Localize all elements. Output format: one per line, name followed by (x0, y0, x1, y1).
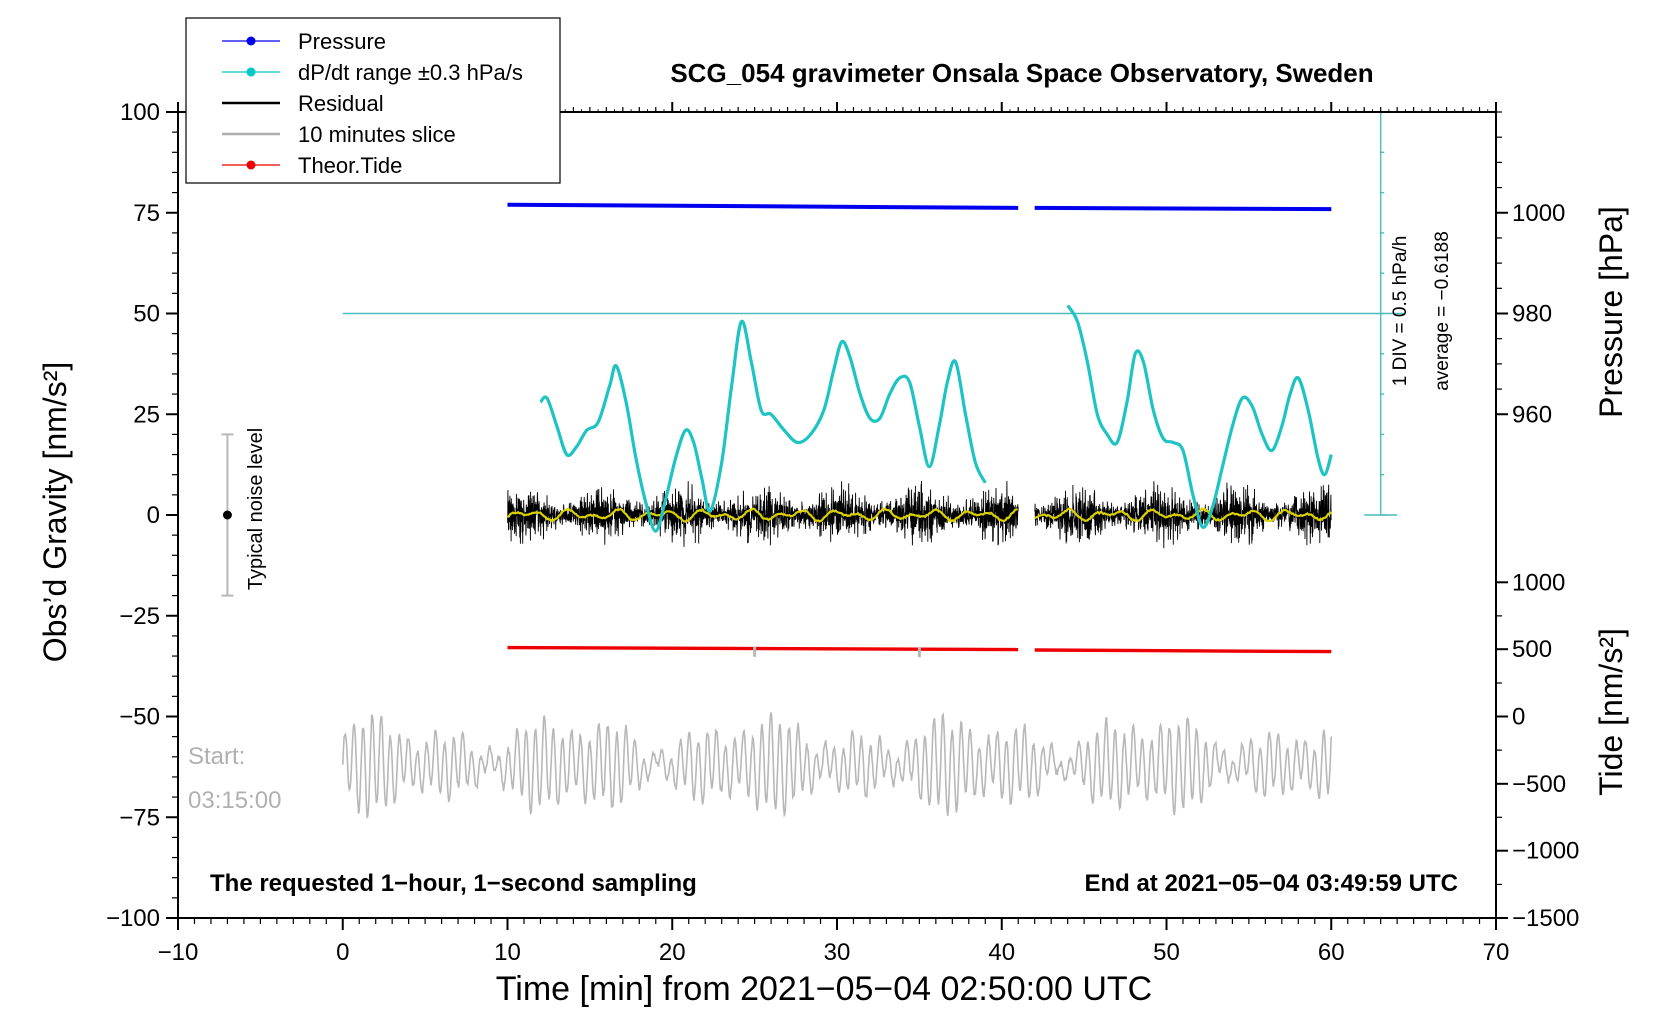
tide-line-0 (507, 645, 1019, 652)
pressure-tick-label: 1000 (1512, 200, 1565, 227)
legend-marker-4 (246, 160, 256, 170)
start-time: 03:15:00 (188, 787, 281, 814)
smoothed-residual-line-0 (507, 507, 1018, 523)
pressure-tick-label: 980 (1512, 301, 1552, 328)
x-tick-label: 0 (336, 939, 349, 966)
pressure-line-1 (1034, 205, 1332, 212)
x-tick-label: 70 (1483, 939, 1510, 966)
y-axis-right: 1000 980 960 1000 500 0 −500 −1000 −1500 (1496, 111, 1579, 932)
y-axis-left-label: Obs’d Gravity [nm/s²] (37, 362, 73, 663)
dpdt-line-1 (1066, 304, 1333, 529)
x-tick-label: 40 (988, 939, 1015, 966)
x-tick-label: 10 (494, 939, 521, 966)
y-axis-tide-label: Tide [nm/s²] (1593, 628, 1629, 796)
tide-tick-label: −1500 (1512, 905, 1579, 932)
legend-marker-0 (246, 36, 256, 46)
tide-tick-label: −500 (1512, 771, 1566, 798)
tide-line-1 (1034, 648, 1332, 654)
y-left-tick-label: 25 (133, 401, 160, 428)
bottom-left-annotation: The requested 1−hour, 1−second sampling (210, 870, 697, 897)
y-left-tick-label: 0 (147, 502, 160, 529)
start-label: Start: (188, 743, 245, 770)
legend-label-3: 10 minutes slice (298, 122, 456, 147)
y-left-tick-label: −25 (119, 603, 160, 630)
legend-label-0: Pressure (298, 29, 386, 54)
x-axis: −10 0 10 20 30 40 50 60 70 (158, 102, 1510, 966)
legend-marker-1 (246, 67, 256, 77)
y-left-tick-label: −75 (119, 804, 160, 831)
x-axis-label: Time [min] from 2021−05−04 02:50:00 UTC (496, 970, 1152, 1008)
smoothed-residual-line-1 (1034, 507, 1333, 523)
chart-title: SCG_054 gravimeter Onsala Space Observat… (670, 58, 1373, 88)
residual-line-0 (507, 480, 1019, 547)
x-tick-label: 60 (1318, 939, 1345, 966)
y-axis-left: 100 75 50 25 0 −25 −50 −75 −100 (106, 99, 178, 932)
pressure-scale-average-label: average = −0.6188 (1432, 231, 1453, 391)
pressure-tick-label: 960 (1512, 401, 1552, 428)
legend-box (185, 17, 561, 184)
annotations (221, 433, 234, 597)
x-tick-label: 30 (824, 939, 851, 966)
tide-tick-label: 0 (1512, 704, 1525, 731)
y-left-tick-label: 100 (120, 99, 160, 126)
y-left-tick-label: −100 (106, 905, 160, 932)
legend-label-4: Theor.Tide (298, 153, 402, 178)
noise-level-point (222, 510, 232, 520)
x-tick-label: 20 (659, 939, 686, 966)
legend-label-1: dP/dt range ±0.3 hPa/s (298, 60, 523, 85)
slice-line-0 (342, 711, 1332, 820)
legend-label-2: Residual (298, 91, 384, 116)
y-left-tick-label: −50 (119, 704, 160, 731)
dpdt-line-0 (539, 319, 987, 533)
residual-line-1 (1034, 481, 1332, 549)
tide-tick-label: 1000 (1512, 569, 1565, 596)
series-layer (342, 111, 1406, 820)
legend: Pressure dP/dt range ±0.3 hPa/s Residual 10… (185, 17, 561, 184)
pressure-line-0 (507, 202, 1019, 210)
x-tick-label: 50 (1153, 939, 1180, 966)
x-tick-label: −10 (158, 939, 199, 966)
y-left-tick-label: 50 (133, 301, 160, 328)
y-left-tick-label: 75 (133, 200, 160, 227)
tide-tick-label: 500 (1512, 636, 1552, 663)
tide-tick-label: −1000 (1512, 838, 1579, 865)
bottom-right-annotation: End at 2021−05−04 03:49:59 UTC (1084, 870, 1458, 897)
noise-level-label: Typical noise level (245, 428, 267, 590)
pressure-scale-div-label: 1 DIV = 0.5 hPa/h (1390, 236, 1411, 387)
y-axis-pressure-label: Pressure [hPa] (1593, 206, 1629, 418)
